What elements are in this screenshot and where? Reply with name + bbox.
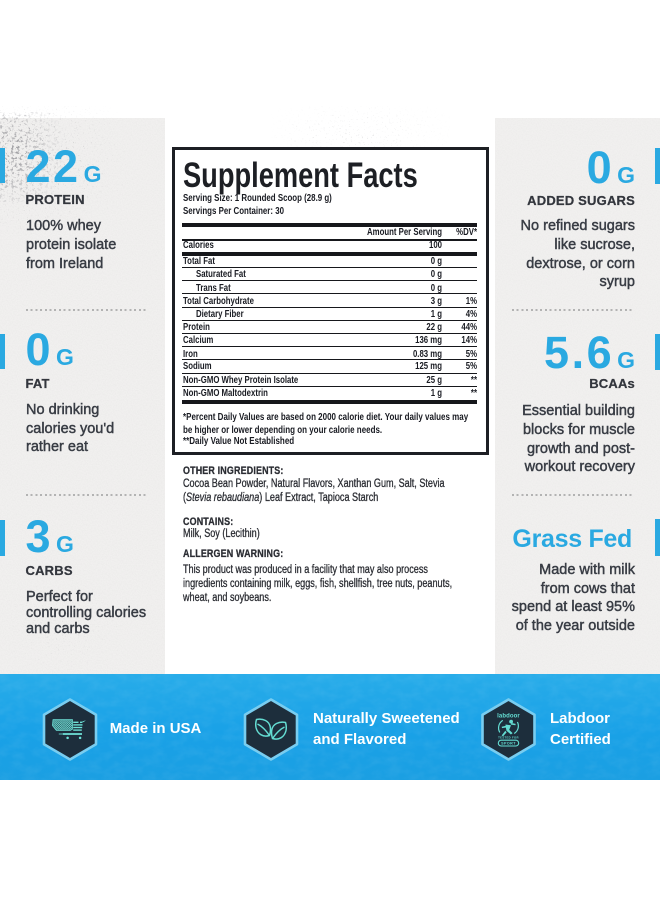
svg-text:labdoor: labdoor [497, 714, 520, 720]
svg-text:TESTED FOR: TESTED FOR [498, 736, 519, 740]
svg-text:SPORT: SPORT [501, 742, 516, 746]
